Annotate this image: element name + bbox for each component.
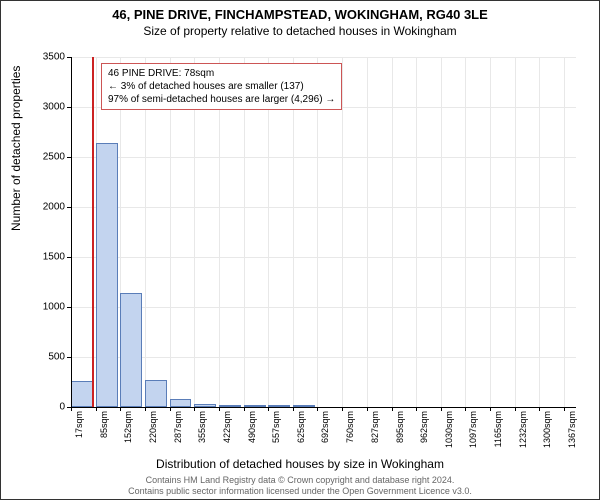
x-tick-label: 1097sqm (468, 411, 478, 448)
y-tick-label: 2000 (43, 202, 65, 213)
annotation-line3: 97% of semi-detached houses are larger (… (108, 93, 335, 106)
footer-line2: Contains public sector information licen… (1, 486, 599, 497)
grid-line-v (490, 57, 491, 407)
grid-line-v (539, 57, 540, 407)
annotation-box: 46 PINE DRIVE: 78sqm ← 3% of detached ho… (101, 63, 342, 110)
histogram-bar (120, 293, 142, 407)
footer: Contains HM Land Registry data © Crown c… (1, 475, 599, 497)
grid-line-v (367, 57, 368, 407)
histogram-bar (170, 399, 192, 408)
grid-line-v (392, 57, 393, 407)
x-tick-label: 962sqm (419, 411, 429, 443)
plot-area: 050010001500200025003000350017sqm85sqm15… (71, 57, 576, 407)
x-tick-label: 17sqm (74, 411, 84, 438)
annotation-line1: 46 PINE DRIVE: 78sqm (108, 67, 335, 80)
x-tick-label: 1300sqm (542, 411, 552, 448)
grid-line-h (71, 307, 576, 308)
chart-title-main: 46, PINE DRIVE, FINCHAMPSTEAD, WOKINGHAM… (1, 7, 599, 22)
y-axis-line (71, 57, 72, 407)
y-tick-label: 1500 (43, 252, 65, 263)
y-tick-label: 0 (59, 402, 65, 413)
histogram-bar (145, 380, 167, 407)
chart-title-sub: Size of property relative to detached ho… (1, 24, 599, 38)
grid-line-v (416, 57, 417, 407)
x-tick-label: 895sqm (395, 411, 405, 443)
y-axis-label: Number of detached properties (9, 66, 23, 231)
x-tick-label: 355sqm (197, 411, 207, 443)
footer-line1: Contains HM Land Registry data © Crown c… (1, 475, 599, 486)
x-tick-label: 85sqm (99, 411, 109, 438)
grid-line-h (71, 257, 576, 258)
annotation-line2: ← 3% of detached houses are smaller (137… (108, 80, 335, 93)
y-tick-label: 500 (48, 352, 65, 363)
y-tick-label: 3500 (43, 52, 65, 63)
grid-line-h (71, 57, 576, 58)
histogram-bar (96, 143, 118, 407)
x-tick-label: 490sqm (247, 411, 257, 443)
y-tick-label: 1000 (43, 302, 65, 313)
grid-line-v (441, 57, 442, 407)
grid-line-h (71, 357, 576, 358)
histogram-bar (71, 381, 93, 407)
x-tick-label: 1367sqm (567, 411, 577, 448)
x-tick-label: 692sqm (320, 411, 330, 443)
x-tick-label: 1232sqm (518, 411, 528, 448)
x-tick-label: 287sqm (173, 411, 183, 443)
x-tick-label: 152sqm (123, 411, 133, 443)
x-tick-label: 760sqm (345, 411, 355, 443)
x-tick-label: 1030sqm (444, 411, 454, 448)
chart-container: 46, PINE DRIVE, FINCHAMPSTEAD, WOKINGHAM… (0, 0, 600, 500)
property-marker-line (92, 57, 94, 407)
grid-line-v (515, 57, 516, 407)
grid-line-v (564, 57, 565, 407)
grid-line-v (342, 57, 343, 407)
x-tick-label: 625sqm (296, 411, 306, 443)
y-tick-label: 2500 (43, 152, 65, 163)
x-tick-label: 422sqm (222, 411, 232, 443)
grid-line-v (465, 57, 466, 407)
grid-line-h (71, 207, 576, 208)
x-tick-label: 827sqm (370, 411, 380, 443)
x-tick-label: 1165sqm (493, 411, 503, 447)
x-axis-line (71, 407, 576, 408)
x-tick-label: 220sqm (148, 411, 158, 443)
x-axis-label: Distribution of detached houses by size … (1, 457, 599, 471)
y-tick-label: 3000 (43, 102, 65, 113)
grid-line-h (71, 157, 576, 158)
x-tick-label: 557sqm (271, 411, 281, 443)
